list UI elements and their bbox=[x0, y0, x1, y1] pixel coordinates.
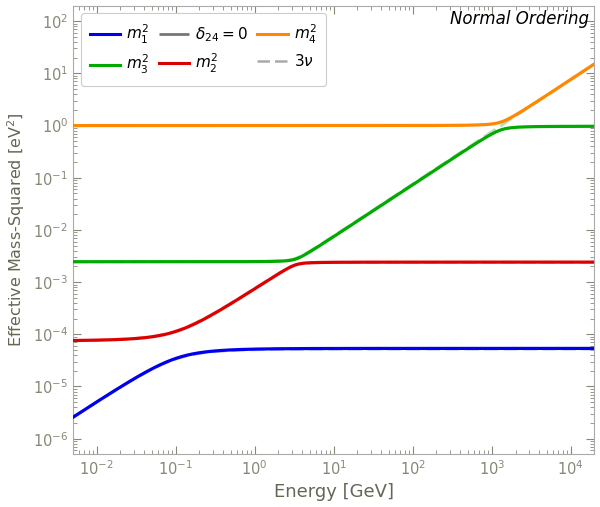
Text: Normal Ordering: Normal Ordering bbox=[450, 10, 589, 28]
Y-axis label: Effective Mass-Squared [eV$^2$]: Effective Mass-Squared [eV$^2$] bbox=[5, 113, 27, 347]
Legend: $m_1^2$, $m_3^2$, $\delta_{24}=0$, $m_2^2$, $m_4^2$, $3\nu$: $m_1^2$, $m_3^2$, $\delta_{24}=0$, $m_2^… bbox=[80, 13, 326, 86]
X-axis label: Energy [GeV]: Energy [GeV] bbox=[274, 484, 394, 501]
